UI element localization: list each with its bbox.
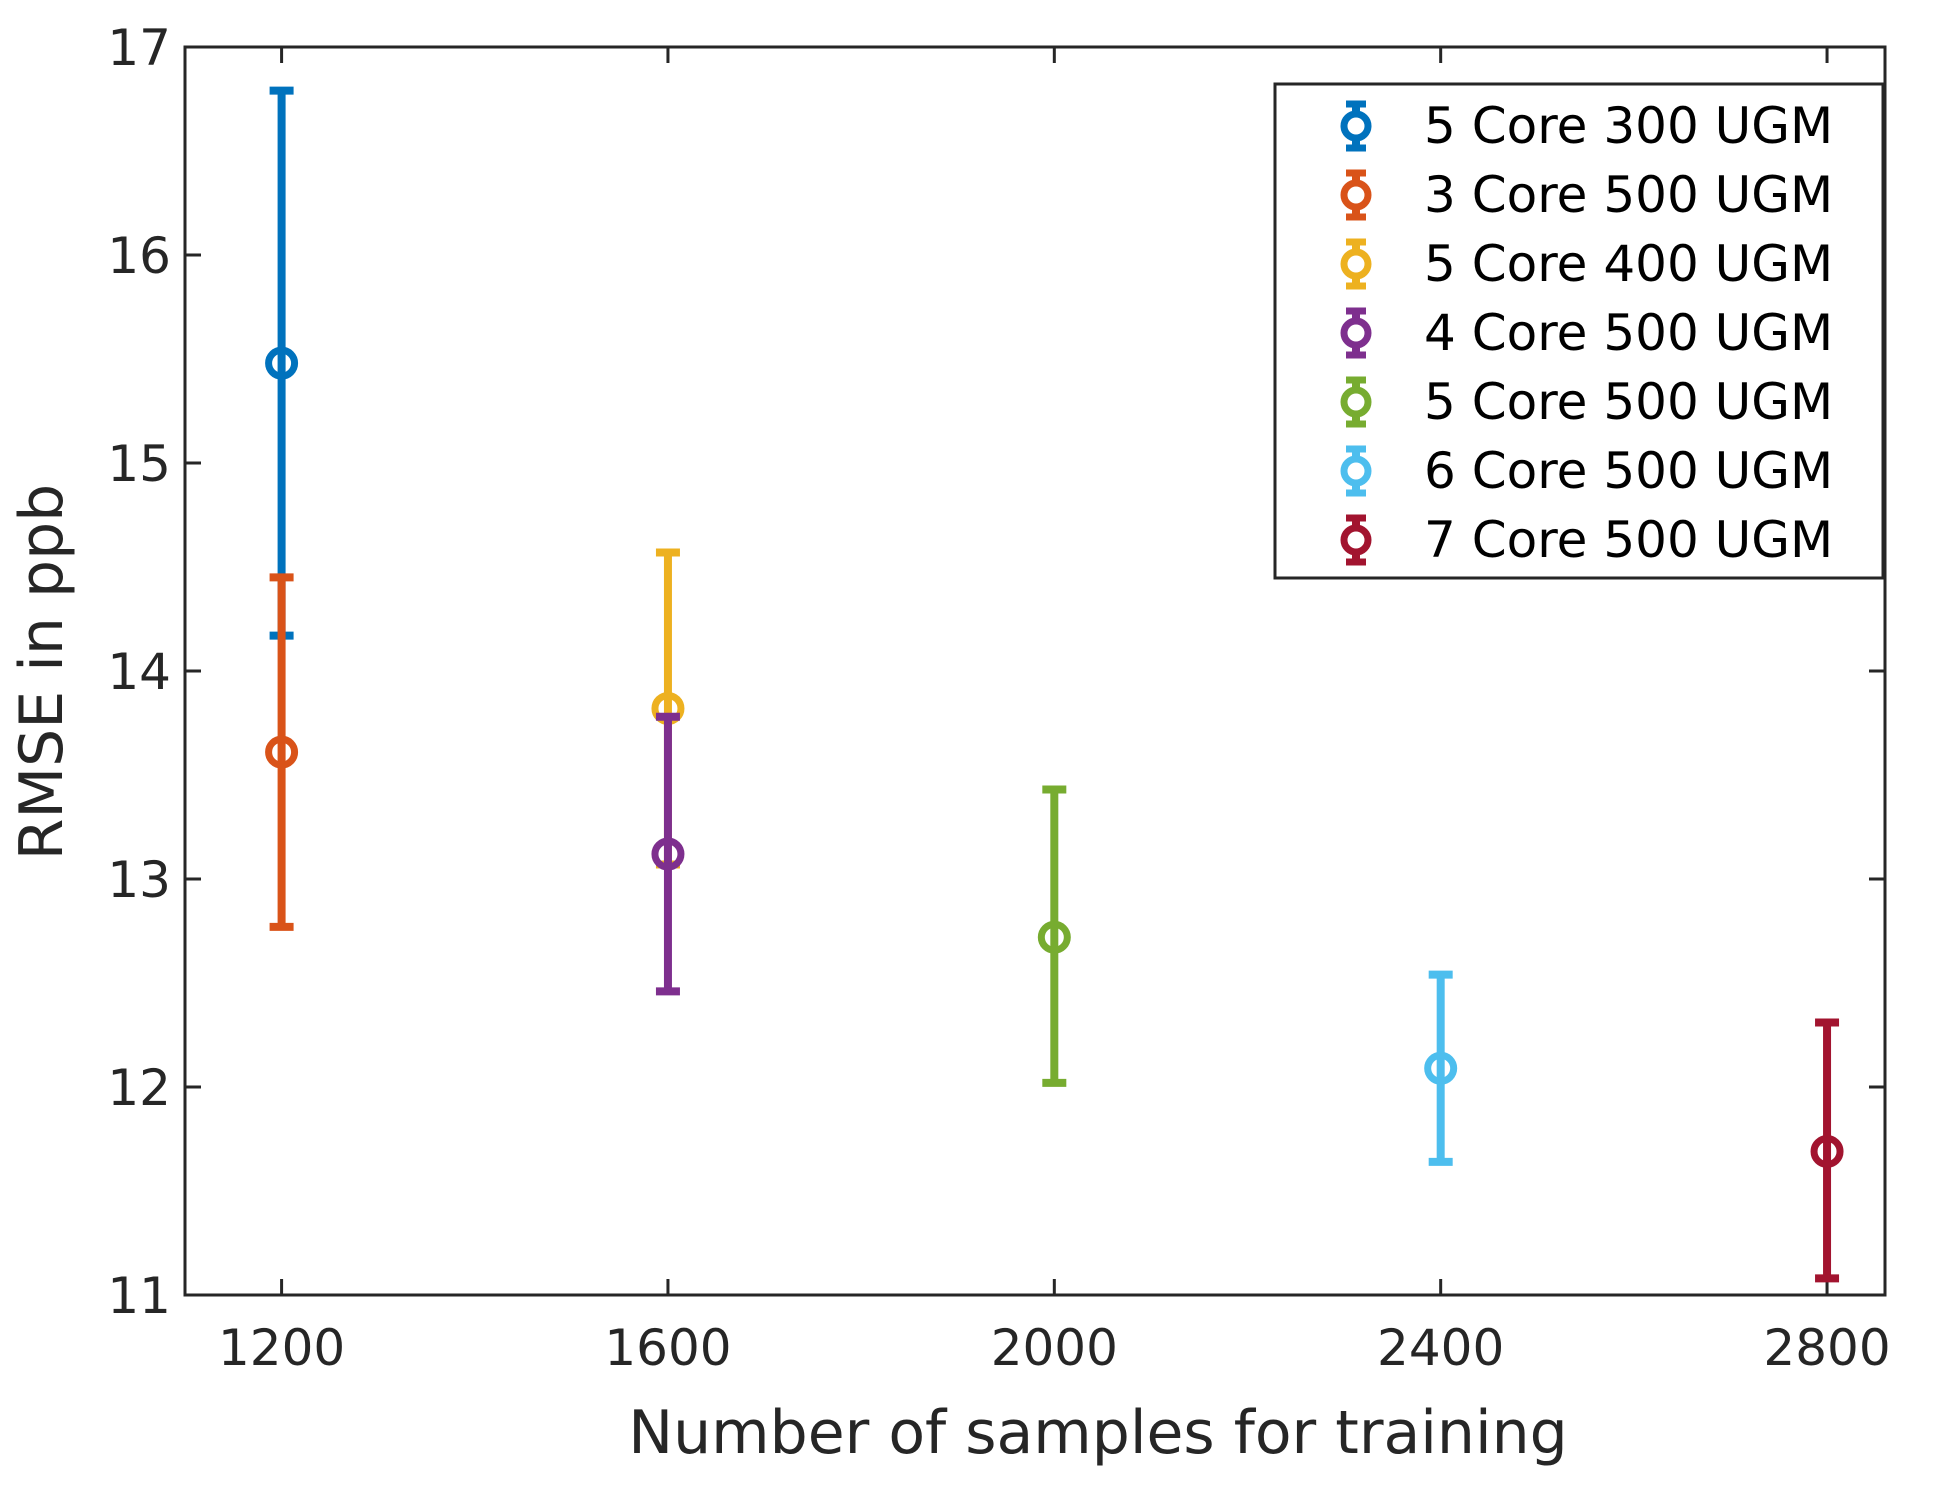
x-tick-label: 2400 <box>1377 1319 1504 1377</box>
data-point-marker <box>265 346 299 380</box>
legend-item: 5 Core 400 UGM <box>1340 235 1833 293</box>
y-tick-label: 11 <box>107 1267 171 1325</box>
legend-marker-icon <box>1340 179 1372 211</box>
legend-marker-icon <box>1340 455 1372 487</box>
x-tick-label: 2800 <box>1763 1319 1890 1377</box>
legend-item: 6 Core 500 UGM <box>1340 442 1833 500</box>
legend-item: 4 Core 500 UGM <box>1340 304 1833 362</box>
legend-item: 3 Core 500 UGM <box>1340 166 1833 224</box>
legend: 5 Core 300 UGM 3 Core 500 UGM 5 Core 400 U… <box>1273 82 1885 580</box>
legend-label: 4 Core 500 UGM <box>1424 304 1833 362</box>
legend-label: 7 Core 500 UGM <box>1424 511 1833 569</box>
axes-box <box>183 45 1887 1297</box>
legend-marker-icon <box>1340 317 1372 349</box>
series-4-core-500-ugm <box>651 712 685 996</box>
y-tick-label: 12 <box>107 1059 171 1117</box>
legend-box <box>1273 82 1885 580</box>
x-tick-label: 2000 <box>991 1319 1118 1377</box>
series-6-core-500-ugm <box>1424 970 1458 1166</box>
legend-item: 7 Core 500 UGM <box>1340 511 1833 569</box>
data-point-marker <box>1424 1051 1458 1085</box>
x-tick-label: 1200 <box>218 1319 345 1377</box>
legend-label: 6 Core 500 UGM <box>1424 442 1833 500</box>
x-axis-label: Number of samples for training <box>628 1398 1568 1468</box>
data-series <box>265 86 1844 1283</box>
tick-labels: 1200 1600 2000 2400 2800 11 12 13 14 15 16 17 <box>107 19 1890 1377</box>
data-point-marker <box>651 837 685 871</box>
legend-marker-icon <box>1340 524 1372 556</box>
legend-marker-icon <box>1340 386 1372 418</box>
legend-item: 5 Core 500 UGM <box>1340 373 1833 431</box>
series-7-core-500-ugm <box>1810 1018 1844 1283</box>
x-tick-label: 1600 <box>604 1319 731 1377</box>
legend-marker-icon <box>1340 110 1372 142</box>
legend-label: 5 Core 500 UGM <box>1424 373 1833 431</box>
series-5-core-500-ugm <box>1037 785 1071 1087</box>
legend-item: 5 Core 300 UGM <box>1340 97 1833 155</box>
legend-label: 5 Core 300 UGM <box>1424 97 1833 155</box>
y-axis-label: RMSE in ppb <box>7 484 77 861</box>
legend-label: 5 Core 400 UGM <box>1424 235 1833 293</box>
legend-items: 5 Core 300 UGM 3 Core 500 UGM 5 Core 400 U… <box>1340 97 1833 569</box>
y-tick-label: 15 <box>107 435 171 493</box>
y-tick-label: 13 <box>107 851 171 909</box>
data-point-marker <box>1810 1134 1844 1168</box>
legend-marker-icon <box>1340 248 1372 280</box>
legend-label: 3 Core 500 UGM <box>1424 166 1833 224</box>
data-point-marker <box>265 735 299 769</box>
data-point-marker <box>1037 920 1071 954</box>
series-3-core-500-ugm <box>265 573 299 931</box>
y-tick-label: 17 <box>107 19 171 77</box>
y-tick-label: 14 <box>107 643 171 701</box>
y-tick-label: 16 <box>107 227 171 285</box>
